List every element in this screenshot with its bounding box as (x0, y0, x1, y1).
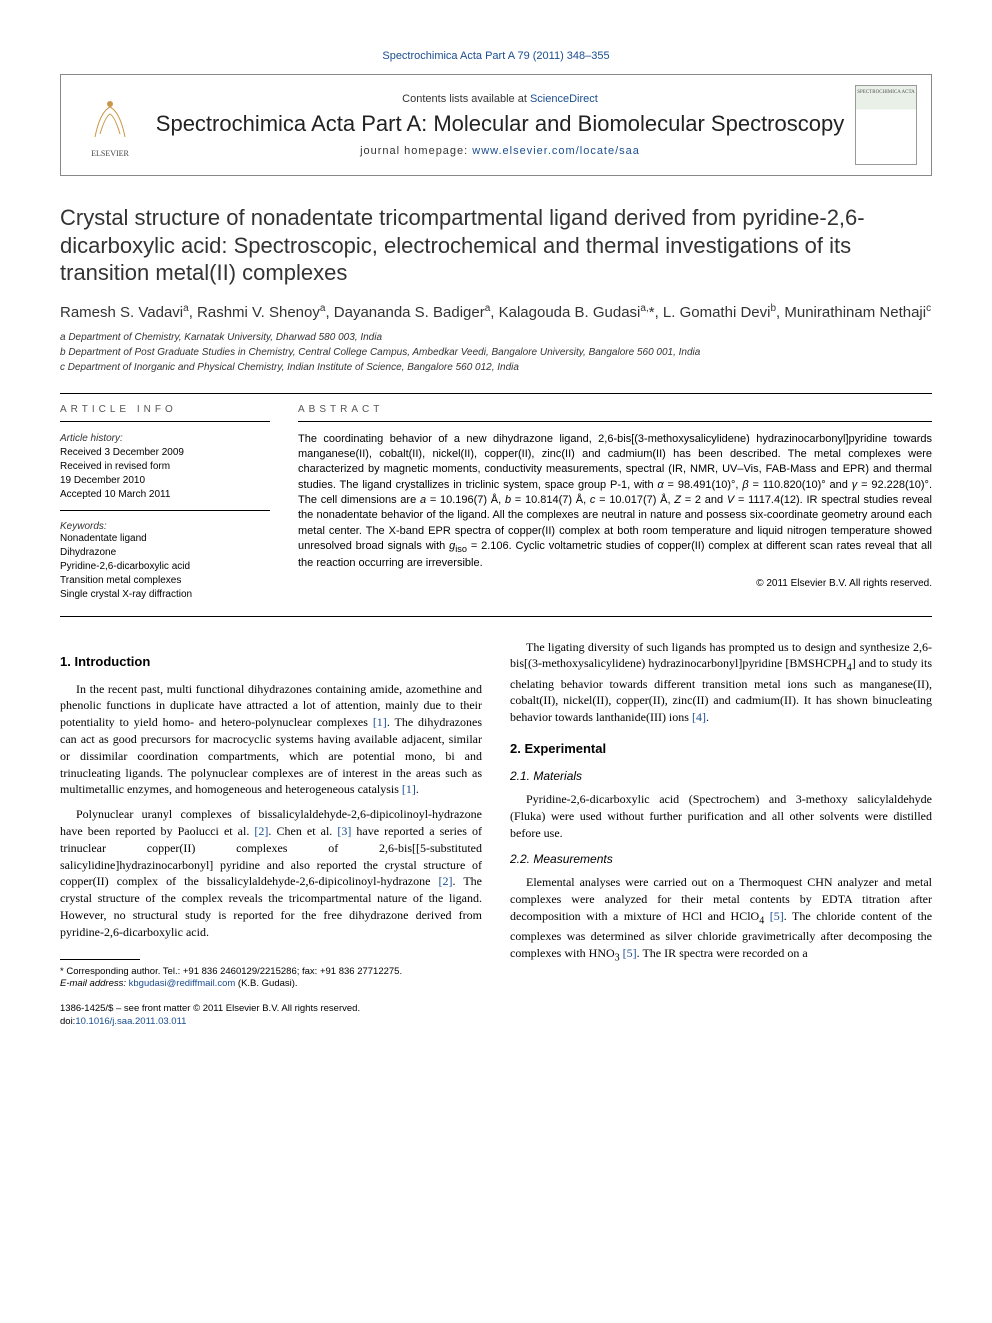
doi-line: doi:10.1016/j.saa.2011.03.011 (60, 1016, 482, 1029)
doi-prefix: doi: (60, 1016, 75, 1027)
affiliation-a: a Department of Chemistry, Karnatak Univ… (60, 331, 932, 345)
keyword: Transition metal complexes (60, 574, 270, 588)
homepage-prefix: journal homepage: (360, 145, 472, 157)
corresponding-footnote: * Corresponding author. Tel.: +91 836 24… (60, 966, 482, 992)
article-info-heading: article info (60, 404, 270, 422)
affiliation-b: b Department of Post Graduate Studies in… (60, 346, 932, 360)
doi-link[interactable]: 10.1016/j.saa.2011.03.011 (75, 1016, 186, 1027)
history-line: Received 3 December 2009 (60, 446, 270, 460)
footer-meta: 1386-1425/$ – see front matter © 2011 El… (60, 1003, 482, 1029)
section-2-2-heading: 2.2. Measurements (510, 851, 932, 868)
body-paragraph: In the recent past, multi functional dih… (60, 681, 482, 799)
email-suffix: (K.B. Gudasi). (235, 978, 297, 989)
journal-cover-thumb: SPECTROCHIMICA ACTA (855, 85, 917, 165)
abstract-text: The coordinating behavior of a new dihyd… (298, 432, 932, 572)
keyword: Dihydrazone (60, 546, 270, 560)
email-line: E-mail address: kbgudasi@rediffmail.com … (60, 978, 482, 991)
history-line: 19 December 2010 (60, 474, 270, 488)
article-info: article info Article history: Received 3… (60, 404, 270, 602)
cover-label: SPECTROCHIMICA ACTA (857, 90, 915, 95)
issn-line: 1386-1425/$ – see front matter © 2011 El… (60, 1003, 482, 1016)
keyword: Single crystal X-ray diffraction (60, 588, 270, 602)
section-2-heading: 2. Experimental (510, 740, 932, 758)
history-line: Received in revised form (60, 460, 270, 474)
header-center: Contents lists available at ScienceDirec… (145, 93, 855, 157)
footnote-divider (60, 959, 140, 960)
keyword: Nonadentate ligand (60, 532, 270, 546)
body-columns: 1. Introduction In the recent past, mult… (60, 639, 932, 1029)
elsevier-label: ELSEVIER (91, 149, 129, 158)
contents-prefix: Contents lists available at (402, 93, 530, 105)
affiliations: a Department of Chemistry, Karnatak Univ… (60, 331, 932, 375)
contents-available: Contents lists available at ScienceDirec… (145, 93, 855, 105)
keywords-list: Nonadentate ligand Dihydrazone Pyridine-… (60, 532, 270, 602)
email-link[interactable]: kbgudasi@rediffmail.com (129, 978, 236, 989)
keyword: Pyridine-2,6-dicarboxylic acid (60, 560, 270, 574)
section-1-heading: 1. Introduction (60, 653, 482, 671)
running-head[interactable]: Spectrochimica Acta Part A 79 (2011) 348… (60, 50, 932, 62)
abstract: abstract The coordinating behavior of a … (298, 404, 932, 602)
journal-header: ELSEVIER Contents lists available at Sci… (60, 74, 932, 176)
section-2-1-heading: 2.1. Materials (510, 768, 932, 785)
article-history: Article history: Received 3 December 200… (60, 432, 270, 511)
history-label: Article history: (60, 432, 270, 446)
homepage-line: journal homepage: www.elsevier.com/locat… (145, 145, 855, 157)
abstract-heading: abstract (298, 404, 932, 422)
body-paragraph: Pyridine-2,6-dicarboxylic acid (Spectroc… (510, 791, 932, 841)
history-line: Accepted 10 March 2011 (60, 488, 270, 502)
abstract-copyright: © 2011 Elsevier B.V. All rights reserved… (298, 578, 932, 589)
body-paragraph: Elemental analyses were carried out on a… (510, 874, 932, 965)
info-abstract-row: article info Article history: Received 3… (60, 393, 932, 617)
elsevier-logo: ELSEVIER (75, 85, 145, 165)
email-label: E-mail address: (60, 978, 129, 989)
authors: Ramesh S. Vadavia, Rashmi V. Shenoya, Da… (60, 303, 932, 321)
article-title: Crystal structure of nonadentate tricomp… (60, 204, 932, 287)
affiliation-c: c Department of Inorganic and Physical C… (60, 361, 932, 375)
journal-name: Spectrochimica Acta Part A: Molecular an… (145, 111, 855, 137)
corresponding-line: * Corresponding author. Tel.: +91 836 24… (60, 966, 482, 979)
body-paragraph: Polynuclear uranyl complexes of bissalic… (60, 806, 482, 940)
body-paragraph: The ligating diversity of such ligands h… (510, 639, 932, 727)
keywords-label: Keywords: (60, 521, 270, 532)
sciencedirect-link[interactable]: ScienceDirect (530, 93, 598, 105)
homepage-url[interactable]: www.elsevier.com/locate/saa (472, 145, 640, 157)
